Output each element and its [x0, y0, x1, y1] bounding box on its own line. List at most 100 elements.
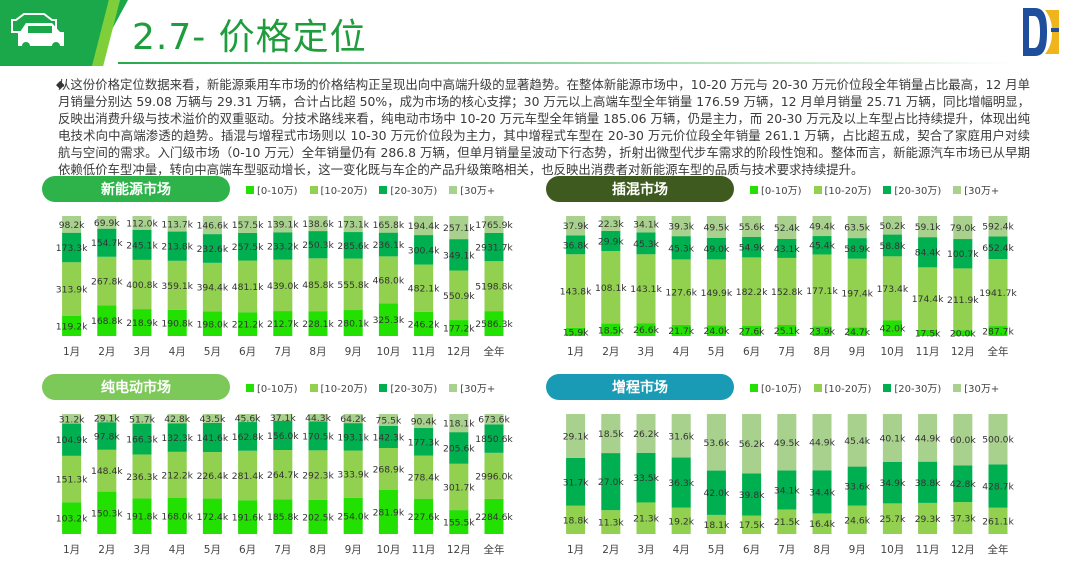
bar-segment: [449, 216, 469, 240]
bar-segment: [202, 452, 222, 499]
bar-segment: [449, 320, 469, 336]
bar-segment: [308, 258, 328, 312]
data-label: 138.6k: [302, 219, 334, 230]
data-label: 177.1k: [806, 286, 838, 297]
panel-title: 新能源市场: [42, 176, 230, 202]
data-label: 218.9k: [126, 318, 158, 329]
data-label: 132.3k: [161, 433, 193, 444]
data-label: 90.4k: [411, 417, 437, 428]
x-tick-label: 全年: [484, 345, 505, 358]
data-label: 301.7k: [443, 482, 475, 493]
bar-segment: [449, 510, 469, 534]
data-label: 49.5k: [774, 438, 800, 449]
data-label: 44.3k: [305, 413, 331, 424]
x-tick-label: 2月: [98, 346, 115, 358]
data-label: 278.4k: [408, 473, 440, 484]
bar-segment: [132, 216, 152, 230]
legend-item: [10-20万): [813, 380, 871, 395]
bar-segment: [706, 470, 726, 515]
bar-segment: [343, 310, 363, 336]
bar-segment: [238, 450, 258, 501]
bar-segment: [742, 473, 762, 516]
data-label: 162.8k: [232, 432, 264, 443]
bar-segment: [742, 257, 762, 326]
x-tick-label: 5月: [204, 544, 221, 556]
bar-segment: [566, 414, 586, 458]
data-label: 157.5k: [232, 220, 264, 231]
bar-segment: [601, 414, 621, 454]
bar-segment: [882, 216, 902, 235]
bar-segment: [414, 311, 434, 336]
data-label: 69.9k: [94, 218, 120, 229]
x-tick-label: 全年: [988, 345, 1009, 358]
bar-segment: [62, 455, 82, 503]
data-label: 300.4k: [408, 245, 440, 256]
data-label: 17.5k: [915, 328, 941, 339]
bar-segment: [601, 251, 621, 324]
x-tick-label: 11月: [412, 544, 436, 556]
legend-swatch-0: [750, 383, 758, 392]
bar-segment: [343, 216, 363, 233]
bar-segment: [671, 414, 691, 458]
legend: [0-10万) [10-20万) [20-30万) [30万+: [750, 380, 999, 395]
x-tick-label: 10月: [880, 346, 904, 358]
legend-item: [10-20万): [309, 182, 367, 197]
legend-swatch-2: [883, 383, 892, 392]
bar-segment: [953, 465, 973, 503]
data-label: 63.5k: [844, 223, 870, 234]
x-tick-label: 12月: [951, 544, 975, 556]
data-label: 257.1k: [443, 223, 475, 234]
data-label: 104.9k: [56, 435, 88, 446]
bar-segment: [706, 216, 726, 238]
data-label: 58.8k: [880, 241, 906, 252]
data-label: 143.1k: [630, 284, 662, 295]
data-label: 45.3k: [668, 243, 694, 254]
bar-segment: [308, 450, 328, 500]
data-label: 156.0k: [267, 431, 299, 442]
data-label: 168.0k: [161, 511, 193, 522]
bar-segment: [414, 216, 434, 236]
bar-segment: [566, 216, 586, 236]
bar-segment: [378, 232, 398, 257]
data-label: 400.8k: [126, 280, 158, 291]
data-label: 261.1k: [982, 516, 1014, 527]
bar-segment: [62, 315, 82, 336]
data-label: 1850.6k: [475, 434, 513, 445]
bar-segment: [238, 216, 258, 233]
data-label: 173.3k: [56, 243, 88, 254]
data-label: 280.1k: [337, 319, 369, 330]
data-label: 53.6k: [704, 438, 730, 449]
bar-segment: [449, 270, 469, 321]
bar-segment: [202, 262, 222, 312]
x-tick-label: 3月: [133, 544, 150, 556]
bar-segment: [378, 425, 398, 449]
bar-segment: [132, 309, 152, 336]
data-label: 245.1k: [126, 240, 158, 251]
bar-segment: [847, 216, 867, 239]
bar-segment: [62, 232, 82, 263]
x-tick-label: 6月: [239, 346, 256, 358]
bar-segment: [812, 216, 832, 237]
data-label: 2931.7k: [475, 243, 513, 254]
chart-phev: 15.9k 143.8k 36.8k 37.9k 1月 18.5k 108.1k 29.9k 2…: [560, 216, 1017, 358]
bar-segment: [273, 499, 293, 534]
bar-segment: [671, 457, 691, 508]
data-label: 127.6k: [665, 288, 697, 299]
bar-segment: [918, 414, 938, 462]
x-tick-label: 8月: [813, 346, 830, 358]
data-label: 60.0k: [950, 435, 976, 446]
data-label: 281.9k: [373, 507, 405, 518]
data-label: 45.6k: [235, 414, 261, 425]
data-label: 31.7k: [563, 477, 589, 488]
panel-title: 增程市场: [546, 374, 734, 400]
bar-segment: [706, 414, 726, 471]
bar-segment: [777, 324, 797, 336]
x-tick-label: 7月: [274, 346, 291, 358]
data-label: 22.3k: [598, 219, 624, 230]
legend-item: [0-10万): [750, 380, 802, 395]
data-label: 55.6k: [739, 222, 765, 233]
data-label: 33.5k: [633, 473, 659, 484]
data-label: 168.8k: [91, 316, 123, 327]
x-tick-label: 10月: [880, 544, 904, 556]
data-label: 29.3k: [915, 514, 941, 525]
